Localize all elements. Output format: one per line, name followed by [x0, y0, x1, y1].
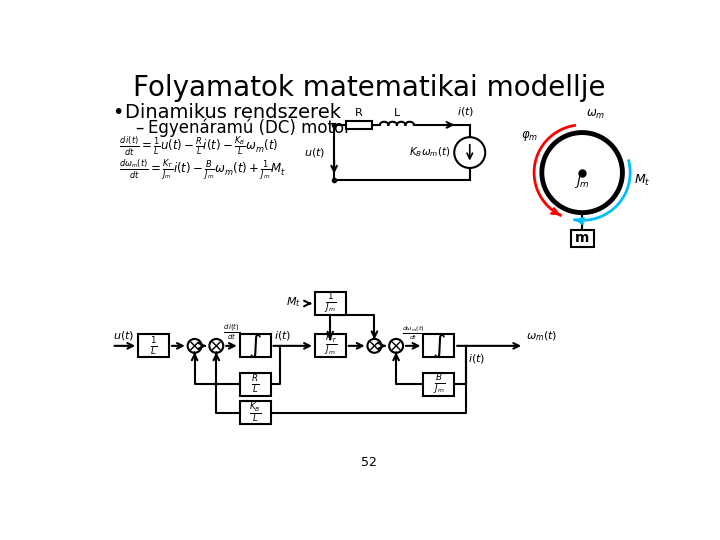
Bar [138, 334, 169, 357]
Circle shape [454, 137, 485, 168]
Text: $\frac{K_T}{J_m}$: $\frac{K_T}{J_m}$ [323, 333, 337, 359]
Text: $\varphi_m$: $\varphi_m$ [521, 130, 538, 144]
Text: Folyamatok matematikai modellje: Folyamatok matematikai modellje [132, 74, 606, 102]
Text: R: R [355, 108, 363, 118]
Text: $\frac{1}{L}$: $\frac{1}{L}$ [150, 335, 158, 357]
Text: $\frac{d\omega_m(t)}{dt}$: $\frac{d\omega_m(t)}{dt}$ [402, 325, 425, 342]
Text: $J_m$: $J_m$ [575, 174, 590, 190]
Bar [570, 230, 594, 247]
Bar [240, 401, 271, 424]
Text: $M_t$: $M_t$ [634, 173, 651, 188]
Text: $i(t)$: $i(t)$ [457, 105, 474, 118]
Text: Dinamikus rendszerek: Dinamikus rendszerek [125, 103, 341, 122]
Bar [315, 292, 346, 315]
Text: $M_t$: $M_t$ [286, 295, 301, 309]
Circle shape [389, 339, 403, 353]
Text: $\frac{d\omega_m(t)}{dt} = \frac{K_T}{J_m}i(t) - \frac{B}{J_m}\omega_m(t) + \fra: $\frac{d\omega_m(t)}{dt} = \frac{K_T}{J_… [120, 157, 287, 181]
Text: 52: 52 [361, 456, 377, 469]
Text: $u(t)$: $u(t)$ [113, 329, 135, 342]
Text: $\frac{1}{J_m}$: $\frac{1}{J_m}$ [324, 292, 336, 315]
Text: $\frac{d\,i(t)}{dt}$: $\frac{d\,i(t)}{dt}$ [222, 322, 240, 342]
Text: $\frac{K_B}{L}$: $\frac{K_B}{L}$ [249, 401, 261, 424]
Circle shape [542, 132, 622, 213]
Text: L: L [394, 108, 400, 118]
Circle shape [367, 339, 382, 353]
Text: •: • [112, 103, 123, 122]
Text: $\omega_m(t)$: $\omega_m(t)$ [526, 329, 558, 343]
Bar [423, 334, 454, 357]
Text: $u(t)$: $u(t)$ [304, 146, 325, 159]
Bar [315, 334, 346, 357]
Text: $K_B\omega_m(t)$: $K_B\omega_m(t)$ [409, 146, 451, 159]
Bar [240, 373, 271, 396]
Text: $\frac{B}{J_m}$: $\frac{B}{J_m}$ [433, 373, 445, 396]
Circle shape [188, 339, 202, 353]
Text: –: – [135, 119, 143, 137]
Circle shape [210, 339, 223, 353]
Text: $\omega_m$: $\omega_m$ [586, 108, 606, 121]
Text: $\int$: $\int$ [432, 332, 446, 360]
Bar [240, 334, 271, 357]
Text: $\frac{d\,i(t)}{dt} = \frac{1}{L}u(t) - \frac{R}{L}i(t) - \frac{K_B}{L}\omega_m(: $\frac{d\,i(t)}{dt} = \frac{1}{L}u(t) - … [120, 134, 279, 158]
Text: Egyenáramú (DC) motor: Egyenáramú (DC) motor [148, 119, 351, 137]
Bar [423, 373, 454, 396]
Text: $i(t)$: $i(t)$ [468, 352, 485, 365]
Text: $\int$: $\int$ [248, 332, 262, 360]
Text: $i(t)$: $i(t)$ [274, 329, 291, 342]
Bar [346, 121, 372, 129]
Text: m: m [575, 231, 589, 245]
Text: $\frac{R}{L}$: $\frac{R}{L}$ [251, 373, 259, 395]
